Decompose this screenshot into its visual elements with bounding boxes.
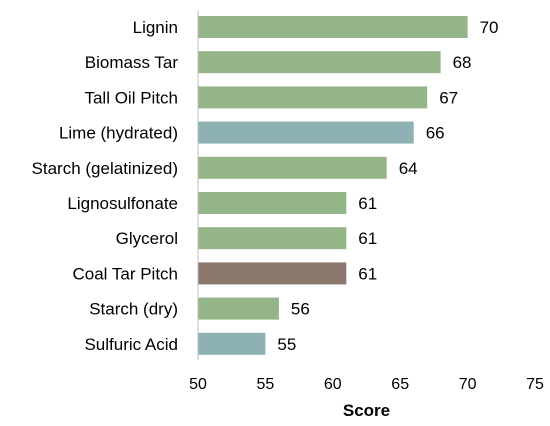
bar-7: [198, 262, 347, 285]
category-label-9: Sulfuric Acid: [84, 335, 178, 354]
x-axis-title: Score: [343, 401, 390, 420]
data-label-6: 61: [358, 229, 377, 248]
data-label-8: 56: [291, 300, 310, 319]
category-labels-group: Lignin Biomass Tar Tall Oil Pitch Lime (hyd…: [32, 18, 179, 354]
category-label-7: Coal Tar Pitch: [72, 264, 178, 283]
bar-8: [198, 297, 279, 320]
x-tick-label-1: 55: [257, 376, 275, 393]
bar-9: [198, 332, 266, 355]
bar-4: [198, 156, 387, 179]
data-label-7: 61: [358, 264, 377, 283]
category-label-4: Starch (gelatinized): [32, 159, 178, 178]
x-tick-label-4: 70: [459, 376, 477, 393]
bar-5: [198, 192, 347, 214]
bar-2: [198, 86, 428, 109]
data-label-1: 68: [453, 53, 472, 72]
data-label-5: 61: [358, 194, 377, 213]
x-tick-labels-group: 50 55 60 65 70 75: [189, 376, 544, 393]
category-label-5: Lignosulfonate: [67, 194, 178, 213]
x-tick-label-3: 65: [391, 376, 409, 393]
data-label-9: 55: [277, 335, 296, 354]
x-tick-label-0: 50: [189, 376, 207, 393]
bar-6: [198, 227, 347, 250]
category-label-3: Lime (hydrated): [59, 124, 178, 143]
category-label-0: Lignin: [133, 18, 178, 37]
data-label-0: 70: [480, 18, 499, 37]
bar-1: [198, 51, 441, 74]
category-label-6: Glycerol: [116, 229, 178, 248]
bars-group: [198, 16, 468, 355]
category-label-1: Biomass Tar: [85, 53, 179, 72]
data-label-4: 64: [399, 159, 418, 178]
data-label-3: 66: [426, 124, 445, 143]
category-label-2: Tall Oil Pitch: [84, 88, 178, 107]
data-labels-group: 70 68 67 66 64 61 61 61 56 55: [277, 18, 498, 354]
bar-3: [198, 121, 414, 144]
category-label-8: Starch (dry): [89, 300, 178, 319]
x-tick-label-2: 60: [324, 376, 342, 393]
x-tick-label-5: 75: [526, 376, 544, 393]
data-label-2: 67: [439, 88, 458, 107]
bar-0: [198, 16, 468, 38]
